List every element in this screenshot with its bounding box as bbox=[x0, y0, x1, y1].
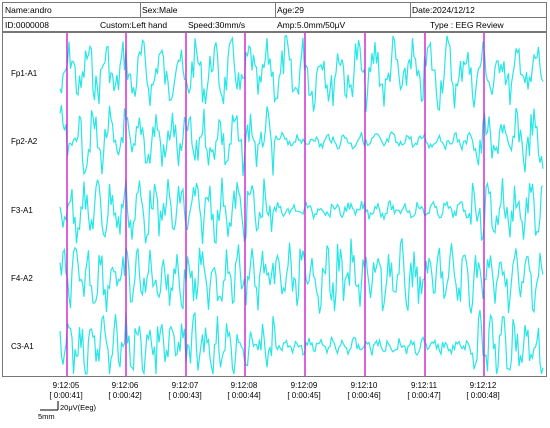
type-field: Type : EEG Review bbox=[430, 20, 504, 30]
channel-label-f4-a2: F4-A2 bbox=[11, 274, 33, 283]
time-mark-4: 9:12:08[ 0:00:44] bbox=[227, 381, 261, 400]
channel-label-c3-a1: C3-A1 bbox=[11, 342, 34, 351]
scale-time-label: 5mm bbox=[38, 412, 55, 421]
eeg-trace-fp2-a2 bbox=[59, 105, 544, 176]
time-mark-3: 9:12:07[ 0:00:43] bbox=[168, 381, 202, 400]
amp-field: Amp:5.0mm/50μV bbox=[277, 20, 346, 30]
custom-field: Custom:Left hand bbox=[100, 20, 168, 30]
speed-field: Speed:30mm/s bbox=[188, 20, 246, 30]
channel-label-fp2-a2: Fp2-A2 bbox=[11, 137, 38, 146]
eeg-trace-f4-a2 bbox=[59, 238, 544, 314]
time-mark-8: 9:12:12[ 0:00:48] bbox=[466, 381, 500, 400]
channel-label-f3-a1: F3-A1 bbox=[11, 206, 33, 215]
time-mark-1: 9:12:05[ 0:00:41] bbox=[49, 381, 83, 400]
eeg-trace-fp1-a1 bbox=[59, 34, 544, 112]
patient-sex: Sex:Male bbox=[142, 5, 178, 15]
patient-age: Age:29 bbox=[277, 5, 304, 15]
scale-amp-label: 20μV(Eeg) bbox=[60, 403, 97, 412]
eeg-plot-area: Fp1-A1 Fp2-A2 F3-A1 F4-A2 C3-A1 bbox=[2, 32, 547, 377]
time-mark-2: 9:12:06[ 0:00:42] bbox=[108, 381, 142, 400]
info-header: Name:andro Sex:Male Age:29 Date:2024/12/… bbox=[2, 2, 547, 32]
time-mark-6: 9:12:10[ 0:00:46] bbox=[347, 381, 381, 400]
eeg-trace-f3-a1 bbox=[59, 177, 544, 245]
record-date: Date:2024/12/12 bbox=[412, 5, 475, 15]
channel-label-fp1-a1: Fp1-A1 bbox=[11, 69, 38, 78]
patient-id: ID:0000008 bbox=[5, 20, 49, 30]
time-mark-7: 9:12:11[ 0:00:47] bbox=[407, 381, 441, 400]
scale-bar-icon bbox=[40, 401, 59, 411]
eeg-waveforms bbox=[59, 33, 544, 376]
time-mark-5: 9:12:09[ 0:00:45] bbox=[287, 381, 321, 400]
eeg-trace-c3-a1 bbox=[59, 309, 544, 376]
patient-name: Name:andro bbox=[5, 5, 52, 15]
